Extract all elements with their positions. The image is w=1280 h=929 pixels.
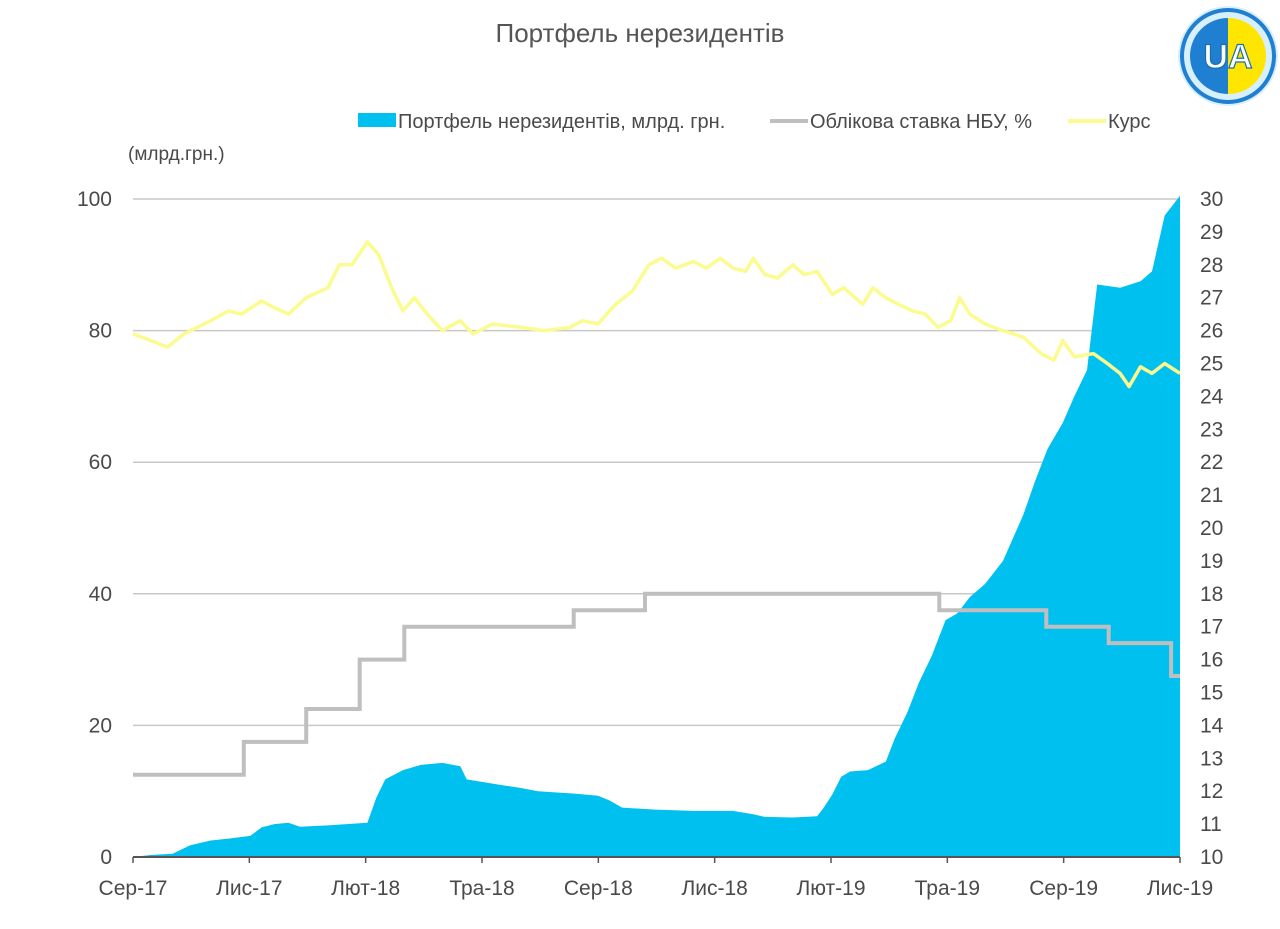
y-right-tick-label: 13 [1200, 747, 1223, 770]
y-right-tick-label: 29 [1200, 221, 1223, 244]
y-right-tick-label: 23 [1200, 418, 1223, 441]
x-tick-label: Лис-17 [216, 877, 282, 900]
x-tick-label: Лис-19 [1147, 877, 1213, 900]
x-tick-label: Лют-19 [796, 877, 865, 900]
x-tick-label: Сер-17 [99, 877, 168, 900]
y-right-tick-label: 22 [1200, 451, 1223, 474]
y-right-tick-label: 26 [1200, 320, 1223, 343]
y-right-tick-label: 19 [1200, 550, 1223, 573]
legend: Портфель нерезидентів, млрд. грн. Обліков… [358, 111, 1151, 133]
y-left-tick-label: 60 [89, 451, 112, 474]
y-left-tick-label: 100 [77, 188, 112, 211]
y-right-tick-label: 10 [1200, 846, 1223, 869]
series-area-portfolio [133, 195, 1180, 857]
series-lines [132, 240, 1181, 777]
legend-label: Портфель нерезидентів, млрд. грн. [398, 111, 725, 133]
logo-text: UA [1203, 38, 1252, 76]
series-line-exchange-rate [132, 240, 1181, 389]
y-right-tick-label: 14 [1200, 714, 1224, 737]
y-left-tick-label: 40 [89, 583, 112, 606]
y-right-tick-label: 30 [1200, 188, 1223, 211]
y-right-tick-label: 15 [1200, 682, 1223, 705]
y-right-tick-label: 17 [1200, 616, 1223, 639]
x-tick-label: Сер-18 [564, 877, 633, 900]
axes: 0 20 40 60 80 100 10 11 12 13 14 15 16 17 18 19 20 21 22 23… [77, 188, 1224, 900]
y-right-tick-label: 12 [1200, 780, 1223, 803]
legend-swatch [358, 113, 396, 127]
y-left-tick-label: 0 [100, 846, 112, 869]
x-tick-label: Тра-18 [449, 877, 514, 900]
x-tick-label: Тра-19 [915, 877, 980, 900]
chart-title: Портфель нерезидентів [496, 18, 785, 48]
y-right-tick-label: 25 [1200, 353, 1223, 376]
plot-area [133, 195, 1180, 857]
y-right-tick-label: 24 [1200, 385, 1224, 408]
x-tick-label: Сер-19 [1029, 877, 1098, 900]
x-tick-label: Лют-18 [331, 877, 400, 900]
series-line-rate [133, 591, 1180, 777]
legend-label: Курс [1108, 111, 1151, 133]
y-left-tick-label: 80 [89, 320, 112, 343]
ua-logo: UA [1178, 6, 1278, 106]
y-left-tick-label: 20 [89, 714, 112, 737]
y-right-tick-label: 11 [1200, 813, 1222, 836]
y-axis-unit-label: (млрд.грн.) [128, 144, 225, 165]
y-right-tick-label: 21 [1200, 484, 1223, 507]
x-tick-label: Лис-18 [681, 877, 747, 900]
y-right-tick-label: 27 [1200, 287, 1223, 310]
legend-label: Облікова ставка НБУ, % [810, 111, 1032, 133]
y-right-tick-label: 28 [1200, 254, 1223, 277]
y-right-tick-label: 20 [1200, 517, 1223, 540]
y-right-tick-label: 16 [1200, 649, 1223, 672]
y-right-tick-label: 18 [1200, 583, 1223, 606]
